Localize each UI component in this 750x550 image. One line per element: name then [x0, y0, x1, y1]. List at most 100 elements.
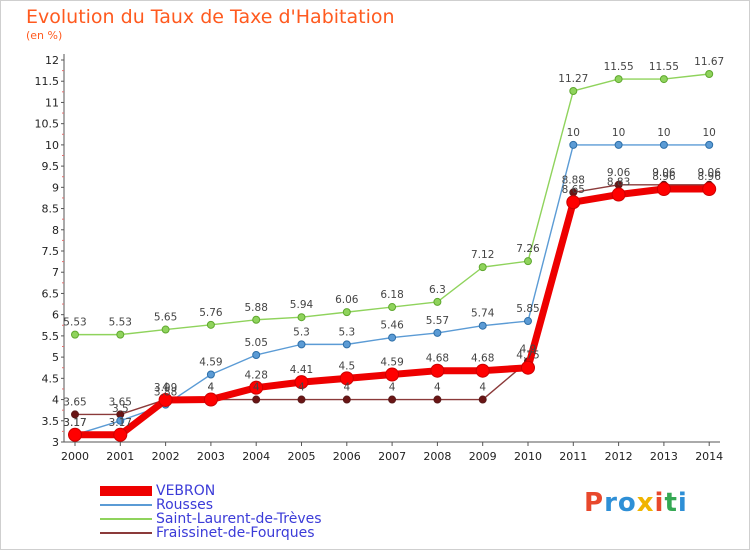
logo-letter: i: [677, 488, 688, 518]
data-label: 5.76: [199, 307, 223, 319]
data-point: [71, 330, 79, 339]
data-label: 4.68: [426, 353, 449, 365]
legend-swatch: [100, 486, 152, 496]
x-tick-label: 2010: [514, 450, 542, 463]
y-tick-label: 10: [45, 139, 59, 152]
data-label: 11.67: [694, 56, 724, 68]
data-label: 10: [657, 127, 670, 139]
data-label: 4.5: [338, 360, 355, 372]
data-label: 3.88: [154, 387, 177, 399]
data-point: [385, 367, 400, 382]
data-point: [206, 320, 215, 329]
data-point: [433, 297, 442, 306]
data-point: [566, 195, 581, 210]
data-label: 3.17: [109, 417, 132, 429]
data-point: [297, 313, 306, 322]
x-tick-label: 2004: [242, 450, 270, 463]
data-label: 4: [434, 382, 441, 394]
data-label: 5.3: [338, 326, 355, 338]
data-point: [569, 140, 578, 149]
x-tick-label: 2007: [378, 450, 406, 463]
data-point: [524, 257, 532, 266]
logo-letter: P: [584, 488, 605, 518]
y-tick-label: 10.5: [35, 118, 60, 131]
y-tick-label: 8: [52, 224, 59, 237]
data-label: 6.06: [335, 294, 359, 306]
data-point: [569, 86, 578, 95]
data-label: 9.06: [607, 167, 631, 179]
data-point: [659, 75, 668, 84]
y-tick-label: 3.5: [42, 415, 60, 428]
y-tick-label: 7: [52, 266, 59, 279]
data-point: [71, 410, 79, 419]
data-label: 5.94: [290, 299, 314, 311]
y-tick-label: 12: [45, 54, 59, 67]
data-point: [252, 395, 261, 404]
data-label: 10: [567, 127, 580, 139]
data-point: [478, 321, 487, 330]
x-tick-label: 2011: [559, 450, 587, 463]
data-point: [294, 375, 309, 390]
x-tick-label: 2014: [695, 450, 723, 463]
data-label: 5.3: [293, 326, 310, 338]
data-label: 11.55: [649, 61, 679, 73]
data-point: [252, 315, 261, 324]
legend-swatch: [100, 504, 152, 506]
x-tick-label: 2006: [333, 450, 361, 463]
data-label: 6.3: [429, 284, 446, 296]
data-point: [430, 363, 445, 378]
data-label: 7.12: [471, 249, 494, 261]
data-label: 3.5: [112, 403, 129, 415]
y-tick-label: 7.5: [42, 245, 60, 258]
data-label: 3.17: [63, 417, 86, 429]
y-tick-label: 4.5: [42, 372, 60, 385]
x-tick-label: 2001: [106, 450, 134, 463]
x-tick-label: 2000: [61, 450, 89, 463]
logo-letter: x: [636, 488, 655, 518]
data-label: 10: [612, 127, 625, 139]
data-label: 4.9: [520, 343, 537, 355]
legend-label: Saint-Laurent-de-Trèves: [156, 511, 322, 527]
data-point: [297, 340, 306, 349]
data-point: [702, 182, 717, 197]
y-tick-label: 5: [52, 351, 59, 364]
legend-label: Fraissinet-de-Fourques: [156, 525, 315, 541]
data-label: 9.06: [698, 167, 722, 179]
data-label: 4.68: [471, 353, 494, 365]
logo-letter: i: [654, 488, 665, 518]
data-point: [161, 325, 170, 334]
chart-title: Evolution du Taux de Taxe d'Habitation: [26, 6, 395, 28]
data-point: [342, 395, 351, 404]
unit-label: (en %): [26, 29, 63, 42]
data-point: [339, 371, 354, 386]
y-tick-label: 9.5: [42, 160, 60, 173]
x-tick-label: 2009: [469, 450, 497, 463]
data-label: 10: [703, 127, 716, 139]
logo-letter: t: [664, 488, 678, 518]
data-point: [388, 395, 397, 404]
data-point: [388, 303, 397, 312]
data-point: [252, 350, 261, 359]
x-tick-label: 2012: [605, 450, 633, 463]
data-label: 4.41: [290, 364, 313, 376]
data-label: 3.17: [63, 417, 86, 429]
data-point: [659, 140, 668, 149]
data-label: 4: [389, 382, 396, 394]
data-label: 5.53: [63, 317, 86, 329]
data-label: 8.96: [652, 171, 676, 183]
data-point: [116, 330, 125, 339]
data-point: [249, 380, 264, 395]
legend-swatch: [100, 518, 152, 520]
logo-letter: r: [604, 488, 618, 518]
data-point: [478, 263, 487, 272]
data-point: [478, 395, 487, 404]
data-label: 9.06: [652, 167, 676, 179]
data-point: [203, 392, 218, 407]
data-label: 4: [253, 382, 260, 394]
data-label: 8.65: [562, 184, 585, 196]
data-point: [68, 427, 82, 442]
data-point: [521, 360, 535, 375]
data-label: 4.59: [380, 357, 403, 369]
y-tick-label: 3: [52, 436, 59, 449]
x-tick-label: 2013: [650, 450, 678, 463]
